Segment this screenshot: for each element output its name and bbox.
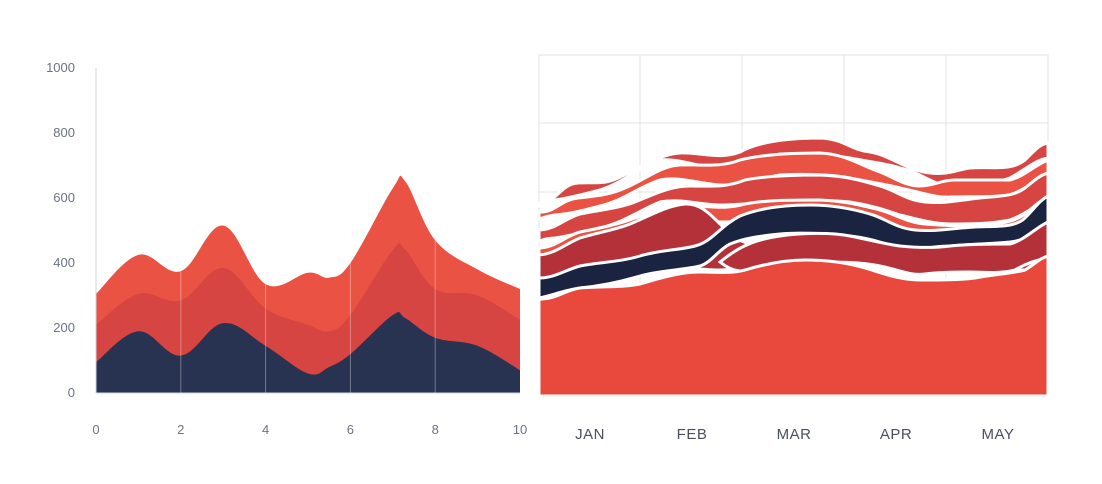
month-labels: JAN FEB MAR APR MAY xyxy=(575,426,1014,443)
month-label-mar: MAR xyxy=(777,426,812,443)
left-y-tick-label: 200 xyxy=(53,320,75,335)
streamgraph-bands xyxy=(537,136,1050,398)
right-streamgraph-chart: JAN FEB MAR APR MAY xyxy=(537,54,1050,443)
left-vertical-gridlines xyxy=(180,78,436,393)
left-x-tick-labels: 0 2 4 6 8 10 xyxy=(92,422,527,437)
left-x-tick-label: 0 xyxy=(92,422,99,437)
month-label-jan: JAN xyxy=(575,426,605,443)
left-x-tick-label: 4 xyxy=(262,422,269,437)
left-x-tick-label: 8 xyxy=(432,422,439,437)
left-x-tick-label: 10 xyxy=(513,422,527,437)
left-series-areas xyxy=(96,175,520,393)
left-y-tick-label: 800 xyxy=(53,125,75,140)
month-label-may: MAY xyxy=(982,426,1015,443)
month-label-apr: APR xyxy=(880,426,912,443)
month-label-feb: FEB xyxy=(677,426,708,443)
left-x-tick-label: 6 xyxy=(347,422,354,437)
stream-band-7 xyxy=(537,136,1050,209)
left-stacked-area-chart: 0 200 400 600 800 1000 0 2 4 6 8 10 xyxy=(46,60,527,437)
left-y-tick-label: 1000 xyxy=(46,60,75,75)
stream-band-base xyxy=(537,254,1050,398)
left-x-tick-label: 2 xyxy=(177,422,184,437)
left-y-tick-label: 600 xyxy=(53,190,75,205)
left-y-tick-labels: 0 200 400 600 800 1000 xyxy=(46,60,75,400)
left-area-bottom xyxy=(96,312,520,393)
left-y-tick-label: 0 xyxy=(68,385,75,400)
left-y-tick-label: 400 xyxy=(53,255,75,270)
